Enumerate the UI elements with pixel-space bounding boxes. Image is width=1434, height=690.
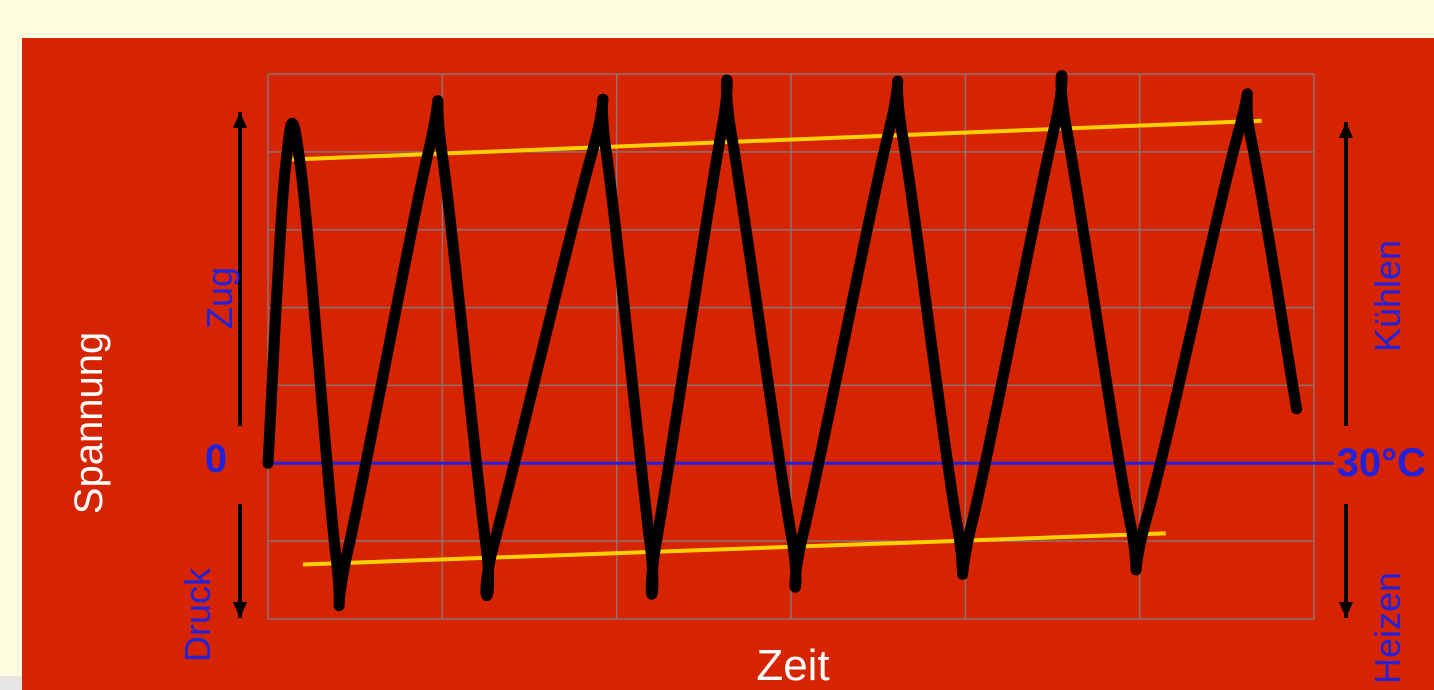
label-heizen: Heizen — [1367, 572, 1408, 684]
upper-envelope-line — [288, 118, 1262, 162]
right-up-arrow — [1339, 122, 1353, 426]
lower-envelope-line — [302, 531, 1166, 567]
arrow-head — [233, 602, 247, 618]
label-zero: 0 — [205, 437, 227, 481]
left-up-arrow — [233, 112, 247, 426]
chart-svg: Spannung Zeit Zug Druck 0 Kühlen Heizen … — [67, 70, 1426, 690]
envelope-lines — [288, 118, 1262, 567]
arrow-head — [1339, 602, 1353, 618]
x-axis-label: Zeit — [756, 641, 829, 690]
stress-curve — [262, 70, 1303, 612]
chart-panel: Spannung Zeit Zug Druck 0 Kühlen Heizen … — [22, 38, 1434, 690]
y-axis-label: Spannung — [67, 332, 111, 514]
label-kuehlen: Kühlen — [1367, 240, 1408, 352]
label-druck: Druck — [177, 567, 218, 662]
label-30c: 30°C — [1337, 441, 1426, 485]
arrows — [233, 112, 1353, 618]
arrow-head — [1339, 122, 1353, 138]
right-down-arrow — [1339, 504, 1353, 618]
arrow-head — [233, 112, 247, 128]
label-zug: Zug — [199, 267, 240, 329]
left-down-arrow — [233, 504, 247, 618]
bottom-strip — [0, 676, 22, 690]
